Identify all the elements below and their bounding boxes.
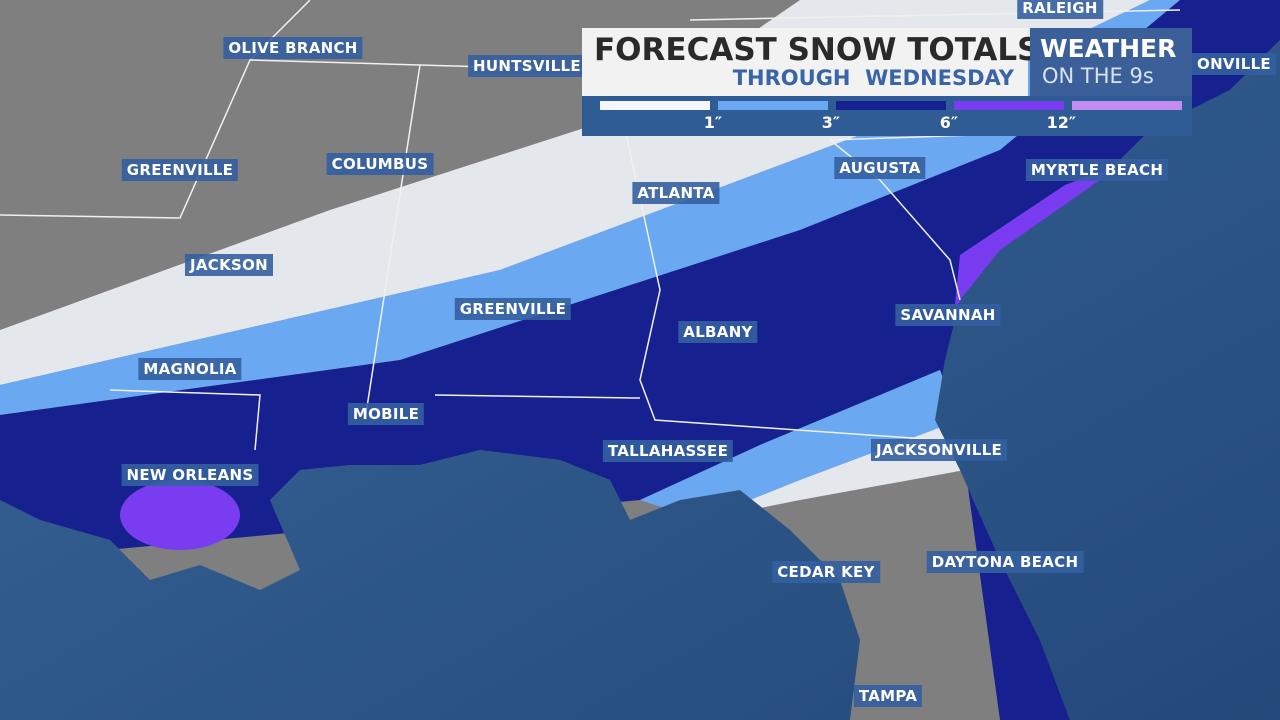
legend-swatch [718,101,828,110]
city-label: COLUMBUS [326,153,434,175]
city-label: MYRTLE BEACH [1025,159,1169,181]
city-label: JACKSON [184,254,274,276]
legend-label: 1″ [703,113,722,132]
legend-swatch [836,101,946,110]
legend-label: 3″ [821,113,840,132]
legend-label: 6″ [939,113,958,132]
subtitle: THROUGH WEDNESDAY [732,66,1014,90]
city-label: GREENVILLE [454,298,572,320]
legend-swatch [600,101,710,110]
brand-top: WEATHER [1040,34,1177,63]
title-box: FORECAST SNOW TOTALS THROUGH WEDNESDAY [582,28,1040,96]
city-label: SAVANNAH [895,304,1001,326]
city-label: ATLANTA [632,182,720,204]
city-label: ONVILLE [1192,53,1276,75]
city-label: MAGNOLIA [138,358,242,380]
title: FORECAST SNOW TOTALS [594,32,1040,68]
header-panel: FORECAST SNOW TOTALS THROUGH WEDNESDAY W… [582,28,1192,136]
city-label: OLIVE BRANCH [223,37,363,59]
city-label: ALBANY [678,321,758,343]
city-label: JACKSONVILLE [870,439,1008,461]
brand-bottom: ON THE 9s [1042,64,1154,88]
legend-swatch [954,101,1064,110]
city-label: NEW ORLEANS [121,464,259,486]
city-label: CEDAR KEY [772,561,880,583]
city-label: GREENVILLE [121,159,239,181]
city-label: TALLAHASSEE [602,440,734,462]
snow-band [0,0,1180,415]
city-label: MOBILE [347,403,425,425]
legend: 1″ 3″ 6″ 12″ [582,96,1192,136]
city-label: AUGUSTA [834,157,926,179]
legend-swatch [1072,101,1182,110]
snow-band [640,370,960,520]
snow-band [120,480,240,550]
city-label: DAYTONA BEACH [926,551,1084,573]
legend-label: 12″ [1046,113,1076,132]
city-label: HUNTSVILLE [468,55,586,77]
city-label: TAMPA [853,685,923,707]
city-label: RALEIGH [1017,0,1103,19]
brand: WEATHER ON THE 9s [1030,28,1192,96]
